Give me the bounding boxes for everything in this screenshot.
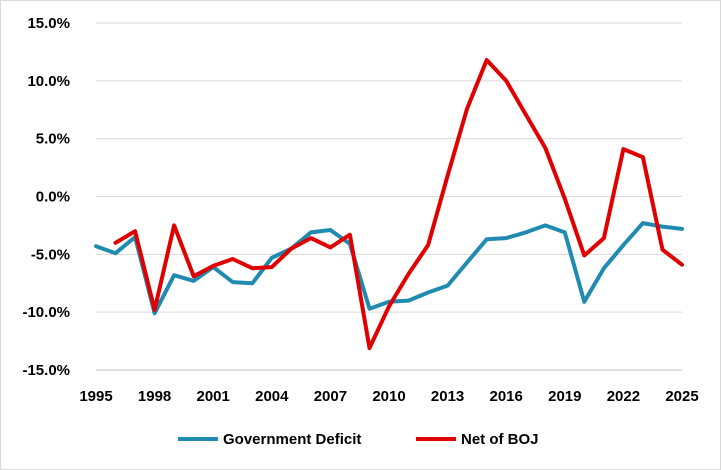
y-tick-label: 5.0% <box>36 131 70 148</box>
x-tick-label: 2013 <box>431 388 464 405</box>
legend: Government Deficit Net of BOJ <box>178 431 539 448</box>
x-tick-label: 2001 <box>197 388 230 405</box>
x-tick-label: 2004 <box>255 388 289 405</box>
legend-net-of-boj-label: Net of BOJ <box>461 431 539 448</box>
y-tick-labels: 15.0% 10.0% 5.0% 0.0% -5.0% -10.0% -15.0% <box>22 15 70 379</box>
x-tick-label: 1998 <box>138 388 171 405</box>
series-lines <box>94 58 684 350</box>
x-tick-label: 2022 <box>607 388 640 405</box>
x-tick-label: 1995 <box>79 388 112 405</box>
gridlines <box>96 22 682 371</box>
legend-government-deficit-label: Government Deficit <box>223 431 361 448</box>
series-line-net-of-boj <box>113 58 684 350</box>
y-tick-label: 0.0% <box>36 189 70 206</box>
y-tick-label: 15.0% <box>27 15 70 32</box>
x-tick-label: 2025 <box>665 388 698 405</box>
y-tick-label: -15.0% <box>22 362 70 379</box>
y-tick-label: -5.0% <box>31 246 70 263</box>
y-tick-label: -10.0% <box>22 304 70 321</box>
x-tick-label: 2016 <box>490 388 523 405</box>
series-line-government-deficit <box>94 221 684 316</box>
y-tick-label: 10.0% <box>27 73 70 90</box>
x-tick-labels: 1995 1998 2001 2004 2007 2010 2013 2016 2019 2022… <box>79 388 698 405</box>
x-tick-label: 2019 <box>548 388 581 405</box>
x-tick-label: 2007 <box>314 388 347 405</box>
x-tick-label: 2010 <box>372 388 405 405</box>
